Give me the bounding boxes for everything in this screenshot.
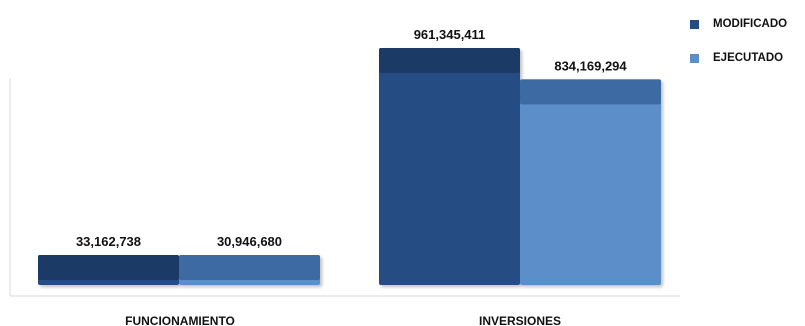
- bar-body-inversiones-ejecutado: [520, 79, 661, 286]
- chart-axes: [9, 78, 680, 297]
- legend-label-modificado: MODIFICADO: [713, 18, 788, 30]
- legend-item-ejecutado: EJECUTADO: [690, 48, 802, 68]
- value-label-funcionamiento-ejecutado: 30,946,680: [217, 234, 282, 249]
- bar-inversiones-ejecutado: [520, 79, 661, 286]
- legend-label-ejecutado: EJECUTADO: [713, 52, 784, 64]
- legend-item-modificado: MODIFICADO: [690, 14, 802, 34]
- value-label-inversiones-modificado: 961,345,411: [414, 27, 486, 42]
- bar-top-inversiones-ejecutado: [520, 79, 661, 105]
- category-label-inversiones: INVERSIONES: [479, 314, 561, 326]
- bar-top-inversiones-modificado: [379, 48, 520, 74]
- category-labels-layer: FUNCIONAMIENTO INVERSIONES: [125, 314, 561, 326]
- value-labels-layer: 33,162,738 30,946,680 961,345,411 834,169,2…: [76, 27, 627, 249]
- bar-funcionamiento-ejecutado: [179, 255, 320, 285]
- legend: MODIFICADO EJECUTADO: [690, 14, 802, 82]
- legend-swatch-ejecutado: [690, 53, 699, 63]
- value-label-inversiones-ejecutado: 834,169,294: [554, 58, 627, 73]
- bars-layer: [38, 48, 661, 286]
- legend-swatch-modificado: [690, 19, 699, 29]
- bar-funcionamiento-modificado: [38, 255, 179, 285]
- bar-body-inversiones-modificado: [379, 48, 520, 286]
- category-label-funcionamiento: FUNCIONAMIENTO: [125, 314, 235, 326]
- bar-top-funcionamiento-ejecutado: [179, 255, 320, 280]
- bar-inversiones-modificado: [379, 48, 520, 286]
- bar-top-funcionamiento-modificado: [38, 255, 179, 280]
- value-label-funcionamiento-modificado: 33,162,738: [76, 234, 141, 249]
